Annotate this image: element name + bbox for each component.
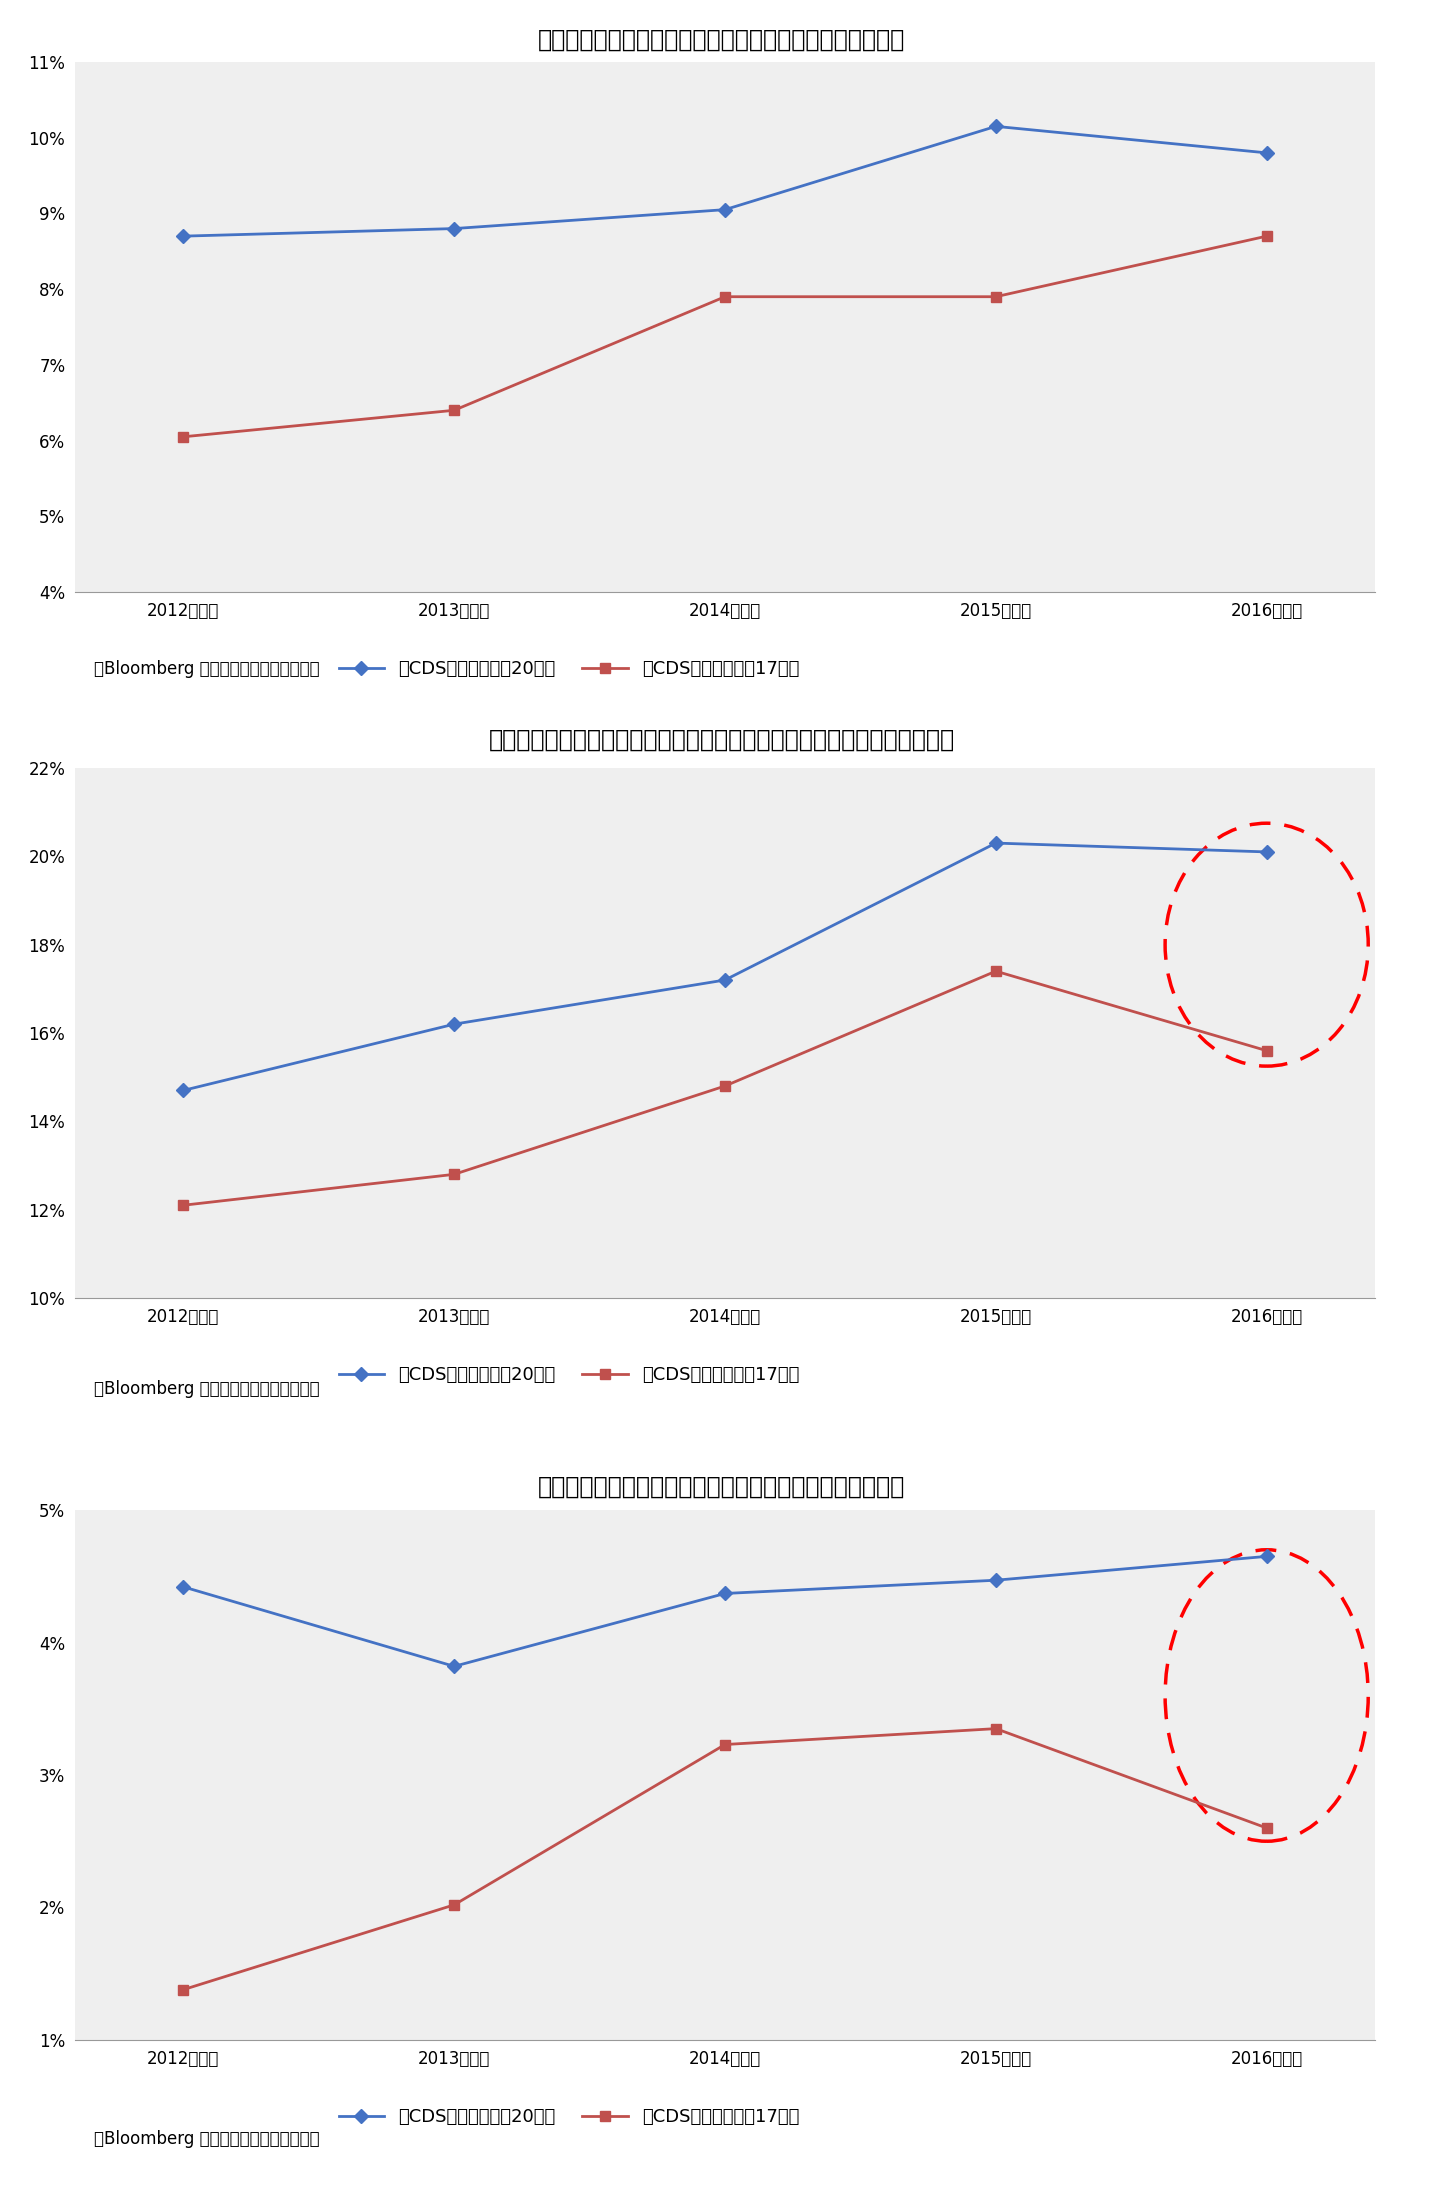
低CDSスプレッド（20社） <box>987 829 1004 855</box>
高CDSスプレッド（17社） <box>446 1891 463 1918</box>
低CDSスプレッド（20社） <box>1258 838 1276 864</box>
低CDSスプレッド（20社） <box>175 222 192 248</box>
低CDSスプレッド（20社） <box>987 1568 1004 1594</box>
高CDSスプレッド（17社） <box>175 1977 192 2003</box>
低CDSスプレッド（20社） <box>446 1012 463 1038</box>
Line: 高CDSスプレッド（17社）: 高CDSスプレッド（17社） <box>179 1724 1271 1994</box>
低CDSスプレッド（20社） <box>1258 141 1276 167</box>
Legend: 低CDSスプレッド（20社）, 高CDSスプレッド（17社）: 低CDSスプレッド（20社）, 高CDSスプレッド（17社） <box>339 660 799 677</box>
高CDSスプレッド（17社） <box>446 1161 463 1187</box>
Text: 図表６：運転資本の推移（総資産に対する比率の平均値）: 図表６：運転資本の推移（総資産に対する比率の平均値） <box>538 29 905 53</box>
Text: 図表８：営業利益の推移（総資産に対する比率の平均値）: 図表８：営業利益の推移（総資産に対する比率の平均値） <box>538 1476 905 1500</box>
Legend: 低CDSスプレッド（20社）, 高CDSスプレッド（17社）: 低CDSスプレッド（20社）, 高CDSスプレッド（17社） <box>339 1366 799 1385</box>
低CDSスプレッド（20社） <box>175 1078 192 1104</box>
高CDSスプレッド（17社） <box>1258 222 1276 248</box>
Line: 高CDSスプレッド（17社）: 高CDSスプレッド（17社） <box>179 231 1271 442</box>
高CDSスプレッド（17社） <box>1258 1814 1276 1841</box>
低CDSスプレッド（20社） <box>446 216 463 242</box>
高CDSスプレッド（17社） <box>175 1192 192 1218</box>
高CDSスプレッド（17社） <box>987 1715 1004 1742</box>
低CDSスプレッド（20社） <box>175 1574 192 1601</box>
低CDSスプレッド（20社） <box>987 112 1004 139</box>
Legend: 低CDSスプレッド（20社）, 高CDSスプレッド（17社）: 低CDSスプレッド（20社）, 高CDSスプレッド（17社） <box>339 2109 799 2126</box>
低CDSスプレッド（20社） <box>716 1581 733 1607</box>
低CDSスプレッド（20社） <box>1258 1544 1276 1570</box>
高CDSスプレッド（17社） <box>175 424 192 451</box>
低CDSスプレッド（20社） <box>446 1654 463 1680</box>
Line: 低CDSスプレッド（20社）: 低CDSスプレッド（20社） <box>179 121 1271 242</box>
Line: 高CDSスプレッド（17社）: 高CDSスプレッド（17社） <box>179 965 1271 1209</box>
高CDSスプレッド（17社） <box>716 284 733 310</box>
Text: （Bloomberg データより著者にて計算）: （Bloomberg データより著者にて計算） <box>94 660 319 677</box>
Line: 低CDSスプレッド（20社）: 低CDSスプレッド（20社） <box>179 838 1271 1095</box>
低CDSスプレッド（20社） <box>716 196 733 222</box>
低CDSスプレッド（20社） <box>716 968 733 994</box>
Text: （Bloomberg データより著者にて計算）: （Bloomberg データより著者にて計算） <box>94 1381 319 1399</box>
高CDSスプレッド（17社） <box>446 398 463 424</box>
高CDSスプレッド（17社） <box>987 959 1004 985</box>
Line: 低CDSスプレッド（20社）: 低CDSスプレッド（20社） <box>179 1552 1271 1671</box>
高CDSスプレッド（17社） <box>716 1731 733 1757</box>
高CDSスプレッド（17社） <box>1258 1038 1276 1064</box>
高CDSスプレッド（17社） <box>987 284 1004 310</box>
高CDSスプレッド（17社） <box>716 1073 733 1100</box>
Text: （Bloomberg データより著者にて計算）: （Bloomberg データより著者にて計算） <box>94 2131 319 2148</box>
Text: 図表７：剰余金（利益剰余金等）の推移（総資産に対する比率の平均値）: 図表７：剰余金（利益剰余金等）の推移（総資産に対する比率の平均値） <box>488 728 955 752</box>
